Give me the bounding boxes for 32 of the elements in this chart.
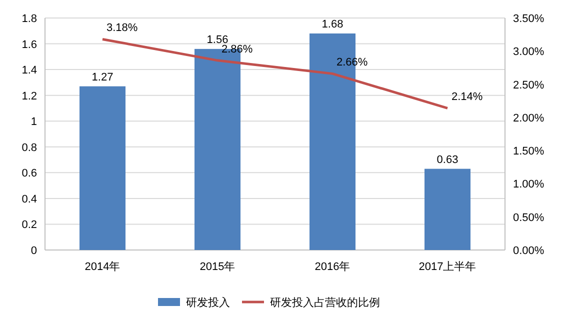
data-label: 0.63 [436, 154, 458, 166]
bar [424, 168, 470, 250]
y2-tick-label: 3.00% [513, 46, 544, 58]
y2-tick-label: 2.50% [513, 79, 544, 92]
y-tick-label: 1.6 [22, 38, 37, 51]
y-tick-label: 1.4 [22, 64, 37, 77]
data-label: 1.56 [206, 34, 228, 46]
y-tick-label: 0.4 [22, 193, 37, 206]
y2-tick-label: 3.50% [513, 13, 544, 25]
legend-label: 研发投入 [186, 296, 230, 309]
legend-label: 研发投入占营收的比例 [270, 296, 380, 309]
y2-tick-label: 1.50% [513, 146, 544, 158]
bar [80, 86, 126, 250]
y-tick-label: 0.6 [22, 168, 37, 180]
y2-tick-label: 2.00% [513, 112, 544, 124]
y-tick-label: 1.2 [22, 90, 37, 102]
data-label: 3.18% [106, 22, 138, 34]
data-label: 1.27 [92, 71, 114, 84]
x-tick-label: 2014年 [84, 261, 120, 273]
y-tick-label: 1.8 [22, 13, 37, 25]
data-label: 2.14% [452, 91, 483, 104]
x-tick-label: 2017上半年 [418, 260, 476, 273]
y2-tick-label: 0.50% [513, 212, 544, 224]
x-tick-label: 2015年 [200, 261, 236, 273]
y2-tick-label: 0.00% [513, 245, 544, 257]
y-tick-label: 0.8 [22, 142, 37, 154]
y-tick-label: 0.2 [22, 219, 37, 232]
y2-tick-label: 1.00% [513, 178, 544, 191]
data-label: 1.68 [322, 18, 344, 30]
y-tick-label: 0 [30, 245, 37, 257]
y-tick-label: 1 [30, 116, 37, 128]
x-tick-label: 2016年 [314, 261, 350, 273]
